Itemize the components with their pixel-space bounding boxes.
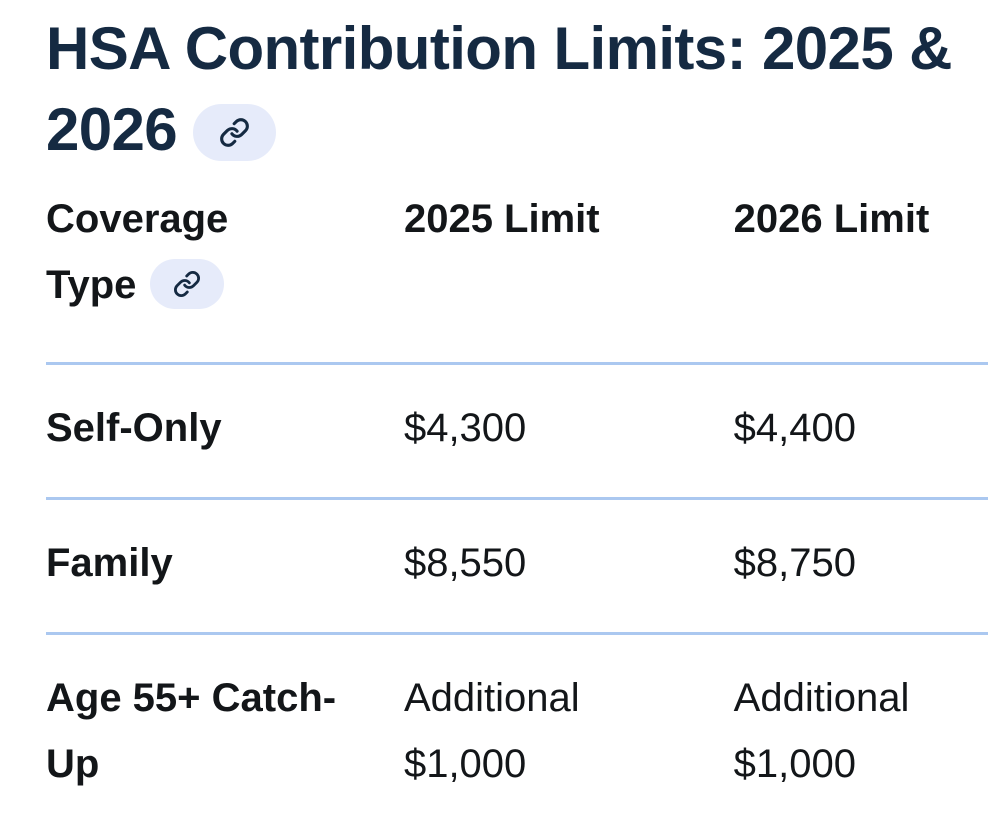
column-header-2025-limit: 2025 Limit [403, 186, 734, 365]
column-header-coverage-type: Coverage Type [46, 186, 404, 365]
page-title-line1: HSA Contribution Limits: 2025 & [46, 15, 953, 82]
coverage-type-label-line2: Type [46, 263, 137, 307]
heading-anchor-link[interactable] [193, 103, 277, 161]
row-2025-value: Additional $1,000 [403, 676, 580, 786]
row-label: Family [46, 498, 404, 635]
row-2025-value: $4,300 [403, 363, 734, 500]
row-2026-value: $8,750 [733, 498, 988, 635]
table-header-row: Coverage Type 2025 Limit 2026 Limit [46, 186, 988, 365]
link-icon [220, 117, 249, 147]
coverage-type-anchor-link[interactable] [150, 259, 225, 310]
row-2025-value: $8,550 [403, 498, 734, 635]
row-label: Self-Only [46, 363, 404, 500]
page-title: HSA Contribution Limits: 2025 & 2026 [46, 8, 988, 170]
table-row: Family $8,550 $8,750 [46, 498, 988, 635]
hsa-limits-table: Coverage Type 2025 Limit 2026 Limit Self… [46, 186, 988, 831]
row-2026-value: Additional $1,000 [733, 676, 910, 786]
coverage-type-label-line1: Coverage [46, 197, 229, 241]
table-row: Self-Only $4,300 $4,400 [46, 363, 988, 500]
table-row: Age 55+ Catch-Up Additional $1,000 Addit… [46, 634, 988, 832]
row-label: Age 55+ Catch-Up [46, 676, 337, 786]
column-header-2026-limit: 2026 Limit [733, 186, 988, 365]
page-title-line2: 2026 [46, 96, 178, 163]
link-icon [174, 271, 201, 298]
row-2026-value: $4,400 [733, 363, 988, 500]
